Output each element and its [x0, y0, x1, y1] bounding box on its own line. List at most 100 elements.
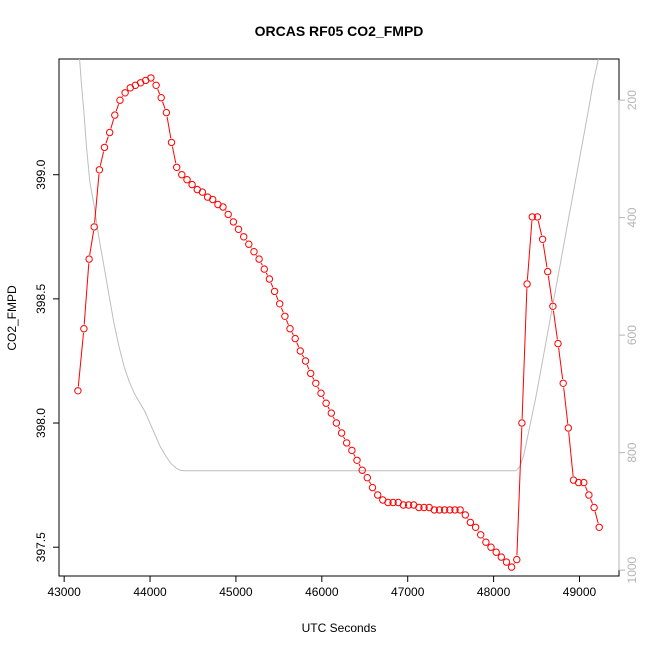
data-point [559, 379, 567, 387]
y-tick-label: 397.5 [34, 532, 48, 562]
y-axis: 397.5 398.0 398.5 399.0 [34, 159, 60, 562]
data-point [245, 240, 253, 248]
data-point [435, 506, 444, 514]
data-point [121, 89, 129, 97]
plot-frame [58, 58, 620, 577]
data-point [513, 555, 521, 564]
chart-title: ORCAS RF05 CO2_FMPD [255, 23, 424, 39]
data-point [446, 506, 454, 514]
data-point [198, 188, 207, 196]
data-point [183, 176, 191, 184]
data-point [312, 379, 320, 387]
series-segment [275, 295, 279, 301]
data-point [270, 287, 279, 296]
series-segment [317, 386, 320, 390]
data-point [95, 166, 104, 174]
data-point [188, 180, 196, 189]
data-point [317, 389, 325, 397]
series-segment [337, 426, 341, 430]
series-segment [327, 406, 330, 410]
primary-series-points [74, 74, 603, 571]
data-point [74, 387, 82, 395]
series-segment [322, 396, 325, 400]
data-point [461, 511, 469, 519]
x-tick-label: 48000 [477, 585, 511, 599]
series-segment [291, 332, 294, 336]
series-segment [590, 498, 593, 504]
data-point [234, 225, 243, 234]
right-tick-label: 400 [625, 207, 639, 227]
data-point [544, 267, 552, 276]
data-point [106, 128, 114, 137]
series-segment [301, 354, 305, 358]
data-point [451, 506, 459, 514]
data-point [327, 409, 335, 417]
series-segment [516, 427, 523, 556]
right-tick-label: 200 [625, 90, 639, 110]
y-tick-label: 399.0 [34, 159, 48, 189]
series-segment [83, 263, 90, 325]
series-segment [280, 307, 284, 313]
data-point [322, 399, 330, 407]
series-segment [343, 436, 346, 440]
series-segment [537, 220, 543, 236]
x-tick-label: 43000 [47, 585, 81, 599]
data-point [368, 483, 377, 492]
data-point [430, 506, 438, 514]
data-point [281, 312, 289, 320]
secondary-series [79, 58, 599, 472]
data-point [116, 96, 124, 104]
data-point [590, 503, 598, 512]
data-point [595, 523, 603, 531]
right-tick-label: 1000 [625, 556, 639, 583]
data-point [456, 506, 464, 514]
data-point [580, 478, 588, 487]
data-point [162, 108, 171, 117]
series-segment [99, 151, 105, 166]
series-segment [521, 288, 528, 419]
y-axis-label: CO2_FMPD [5, 285, 19, 351]
x-tick-label: 45000 [219, 585, 253, 599]
data-point [173, 163, 181, 172]
series-segment [594, 511, 599, 524]
data-point [466, 518, 475, 527]
data-point [482, 538, 490, 546]
series-segment [105, 136, 109, 144]
data-point [343, 439, 351, 447]
data-point [533, 213, 542, 221]
data-point [100, 143, 109, 152]
series-segment [162, 101, 166, 109]
data-point [538, 235, 547, 244]
data-point [384, 498, 392, 507]
data-point [219, 203, 227, 211]
series-segment [171, 146, 177, 164]
series-segment [368, 481, 372, 485]
x-axis-label: UTC Seconds [302, 621, 377, 635]
data-point [265, 275, 274, 283]
series-segment [157, 89, 161, 95]
data-point [404, 501, 413, 509]
secondary-series-line [79, 58, 599, 472]
data-point [255, 255, 263, 263]
data-point [147, 74, 155, 82]
series-segment [306, 364, 310, 370]
x-tick-label: 44000 [133, 585, 167, 599]
data-point [564, 424, 572, 432]
data-point [477, 531, 485, 539]
data-point [492, 548, 500, 556]
data-point [363, 474, 371, 482]
data-point [152, 81, 160, 90]
data-point [358, 466, 366, 474]
data-point [389, 498, 397, 507]
data-point [353, 456, 361, 464]
data-point [80, 325, 88, 333]
data-point [502, 558, 511, 566]
data-point [167, 138, 176, 147]
data-point [374, 491, 382, 499]
right-tick-label: 600 [625, 325, 639, 345]
data-point [528, 213, 536, 221]
data-point [291, 334, 299, 343]
series-segment [568, 432, 574, 477]
series-segment [296, 342, 300, 348]
data-point [523, 280, 531, 288]
